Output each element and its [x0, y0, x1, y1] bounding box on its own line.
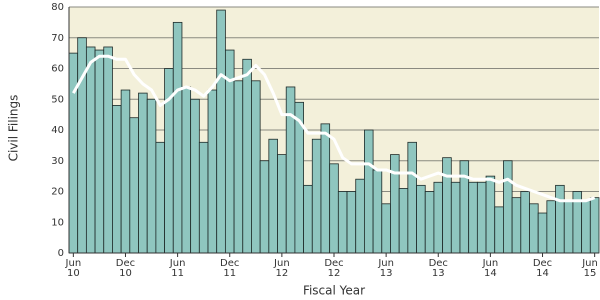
- x-tick-label: Jun 15: [582, 258, 598, 279]
- y-tick-label: 70: [51, 33, 64, 44]
- bar: [563, 200, 574, 254]
- bar: [494, 206, 504, 254]
- x-tick-label: Jun 11: [169, 258, 186, 279]
- bar: [68, 52, 79, 254]
- bar: [198, 141, 209, 254]
- y-tick-label: 80: [51, 2, 64, 13]
- bar: [503, 160, 513, 254]
- y-tick-label: 0: [58, 248, 64, 259]
- bar: [424, 191, 435, 254]
- bar: [346, 191, 357, 254]
- bar: [259, 160, 270, 254]
- bar: [320, 123, 331, 254]
- bar: [442, 157, 452, 254]
- y-tick-label: 40: [51, 125, 64, 136]
- bar: [129, 117, 139, 254]
- bar: [303, 184, 313, 254]
- bar: [416, 184, 426, 254]
- bar: [233, 80, 244, 254]
- y-tick-label: 30: [51, 156, 64, 167]
- bar: [216, 9, 226, 254]
- bar: [407, 141, 417, 254]
- x-tick-label: Jun 14: [482, 258, 499, 279]
- bar: [511, 197, 522, 254]
- bar: [485, 175, 496, 254]
- bar: [459, 160, 470, 254]
- bar: [450, 181, 461, 254]
- bar: [181, 86, 192, 254]
- bar: [155, 141, 165, 254]
- y-axis-label: Civil Filings: [7, 95, 21, 162]
- bar: [476, 181, 487, 254]
- bar: [94, 49, 105, 254]
- bar: [190, 98, 200, 254]
- x-tick-label: Dec 13: [428, 258, 448, 279]
- bar: [85, 46, 96, 254]
- bar: [555, 184, 565, 254]
- bar: [138, 92, 148, 254]
- bar: [372, 169, 383, 254]
- bar: [468, 181, 478, 254]
- x-tick-label: Dec 12: [324, 258, 344, 279]
- bar: [398, 188, 409, 254]
- bar: [589, 197, 600, 254]
- bar: [207, 89, 218, 254]
- bar: [103, 46, 113, 254]
- x-tick-label: Dec 14: [532, 258, 553, 279]
- bar: [251, 80, 261, 254]
- x-tick-label: Jun 12: [274, 258, 290, 279]
- bar: [242, 58, 252, 254]
- bar: [546, 200, 556, 254]
- bar: [146, 98, 157, 254]
- x-axis-label: Fiscal Year: [303, 284, 365, 298]
- y-tick-label: 10: [51, 217, 64, 228]
- bar: [355, 178, 365, 254]
- bar: [537, 212, 548, 254]
- x-tick-label: Dec 11: [220, 258, 240, 279]
- bar: [329, 163, 339, 254]
- bar: [381, 203, 391, 254]
- bar: [172, 21, 183, 254]
- y-tick-label: 20: [51, 187, 64, 198]
- x-tick-label: Jun 13: [378, 258, 394, 279]
- bar: [581, 200, 591, 254]
- y-tick-label: 50: [51, 94, 64, 105]
- bar: [120, 89, 131, 254]
- y-tick-label: 60: [51, 64, 64, 75]
- bar: [390, 154, 400, 254]
- bar: [529, 203, 539, 254]
- bar: [311, 138, 322, 254]
- bar: [285, 86, 296, 254]
- bar: [337, 191, 348, 254]
- bar: [112, 105, 122, 254]
- x-tick-label: Dec 10: [115, 258, 136, 279]
- trend-line: [72, 54, 596, 203]
- x-tick-label: Jun 10: [65, 258, 82, 279]
- bar: [277, 154, 287, 254]
- bar: [364, 129, 374, 254]
- bar: [520, 191, 530, 254]
- bar: [433, 181, 444, 254]
- bar: [268, 138, 278, 254]
